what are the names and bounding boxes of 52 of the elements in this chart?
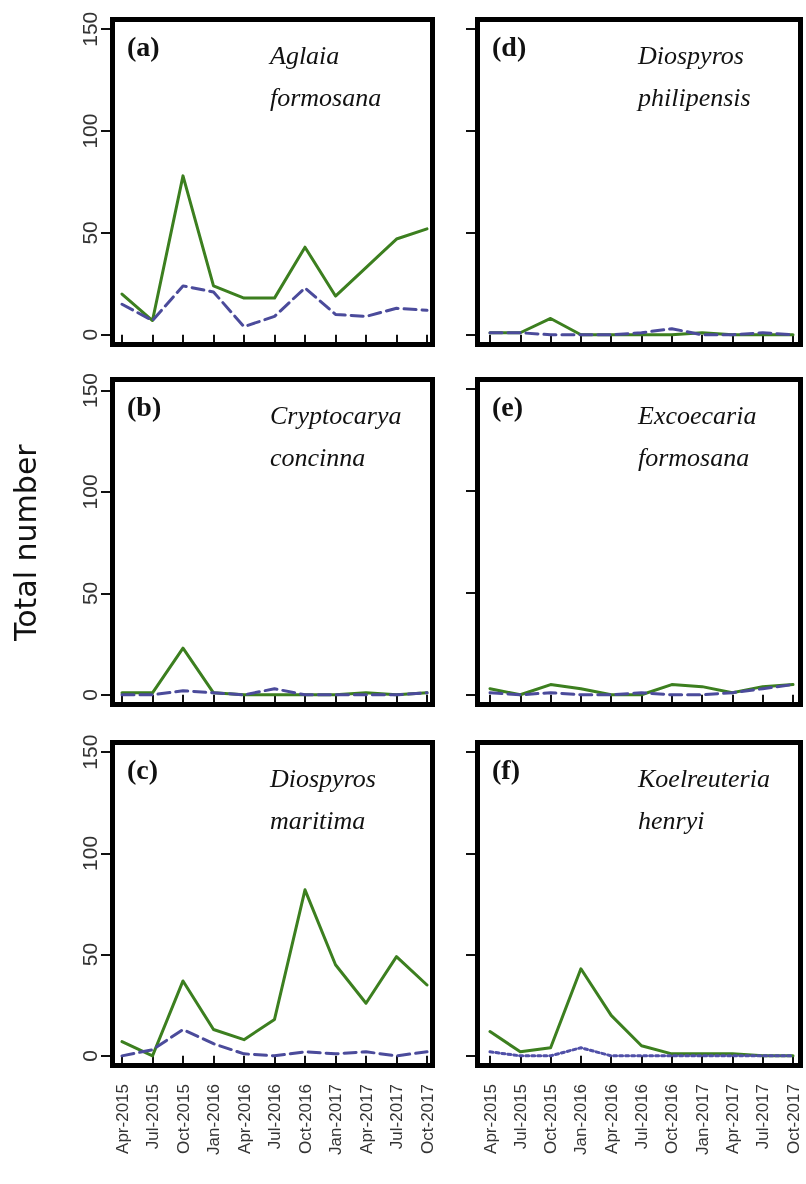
x-tick-label: Oct-2016 — [295, 1084, 315, 1154]
text: (f) — [492, 753, 520, 785]
x-tick-label: Apr-2016 — [234, 1084, 254, 1154]
y-tick-label: 100 — [78, 113, 101, 149]
x-tick-label: Oct-2017 — [783, 1084, 803, 1154]
x-tick-label: Apr-2017 — [356, 1084, 376, 1154]
text: Excoecaria formosana — [637, 400, 763, 472]
text: Koelreuteria henryi — [637, 763, 777, 835]
line-series — [120, 888, 429, 1058]
text: (d) — [492, 30, 527, 62]
x-tick-label: Oct-2016 — [662, 1084, 682, 1154]
x-tick-label: Oct-2015 — [541, 1084, 561, 1154]
x-tick-label: Jul-2016 — [632, 1084, 651, 1150]
y-tick-label: 50 — [78, 221, 101, 245]
x-tick-label: Jan-2016 — [571, 1084, 591, 1155]
y-tick-label: 150 — [78, 734, 101, 770]
line-series — [120, 687, 429, 697]
x-tick-label: Jan-2017 — [326, 1084, 345, 1155]
x-tick-label: Oct-2017 — [417, 1084, 437, 1154]
x-tick-label: Oct-2015 — [173, 1084, 193, 1154]
y-tick-label: 0 — [78, 688, 101, 701]
x-tick-label: Jul-2016 — [265, 1084, 284, 1150]
line-series — [120, 1028, 429, 1058]
y-tick-label: 100 — [78, 835, 101, 871]
text: (c) — [127, 753, 159, 785]
x-tick-label: Jan-2016 — [204, 1084, 223, 1155]
y-tick-label: 100 — [78, 474, 101, 510]
x-tick-label: Jul-2015 — [510, 1084, 530, 1150]
line-series — [120, 284, 429, 329]
y-tick-label: 150 — [78, 11, 101, 47]
x-tick-label: Jul-2017 — [387, 1084, 406, 1150]
x-tick-label: Apr-2015 — [112, 1084, 132, 1154]
x-tick-label: Jan-2017 — [692, 1084, 712, 1155]
y-tick-label: 150 — [78, 373, 101, 409]
text: Diospyros maritima — [269, 763, 383, 835]
y-tick-label: 0 — [78, 328, 101, 341]
y-tick-label: 50 — [78, 581, 101, 606]
x-tick-label: Apr-2017 — [722, 1084, 742, 1154]
x-tick-label: Apr-2015 — [480, 1084, 500, 1154]
text: (a) — [127, 30, 160, 62]
text: Aglaia formosana — [268, 40, 382, 112]
y-tick-label: 50 — [78, 942, 101, 967]
y-axis-title: Total number — [7, 443, 43, 643]
chart-title: (e) — [492, 390, 524, 422]
y-tick-label: 0 — [78, 1050, 101, 1062]
text: Cryptocarya concinna — [270, 400, 408, 472]
x-tick-label: Jul-2015 — [143, 1084, 162, 1150]
x-tick-label: Jul-2017 — [753, 1084, 773, 1150]
chart-title: (b) — [127, 390, 162, 422]
line-series — [120, 174, 429, 323]
x-tick-label: Apr-2016 — [601, 1084, 621, 1154]
text: Diospyros philipensis — [636, 40, 751, 112]
